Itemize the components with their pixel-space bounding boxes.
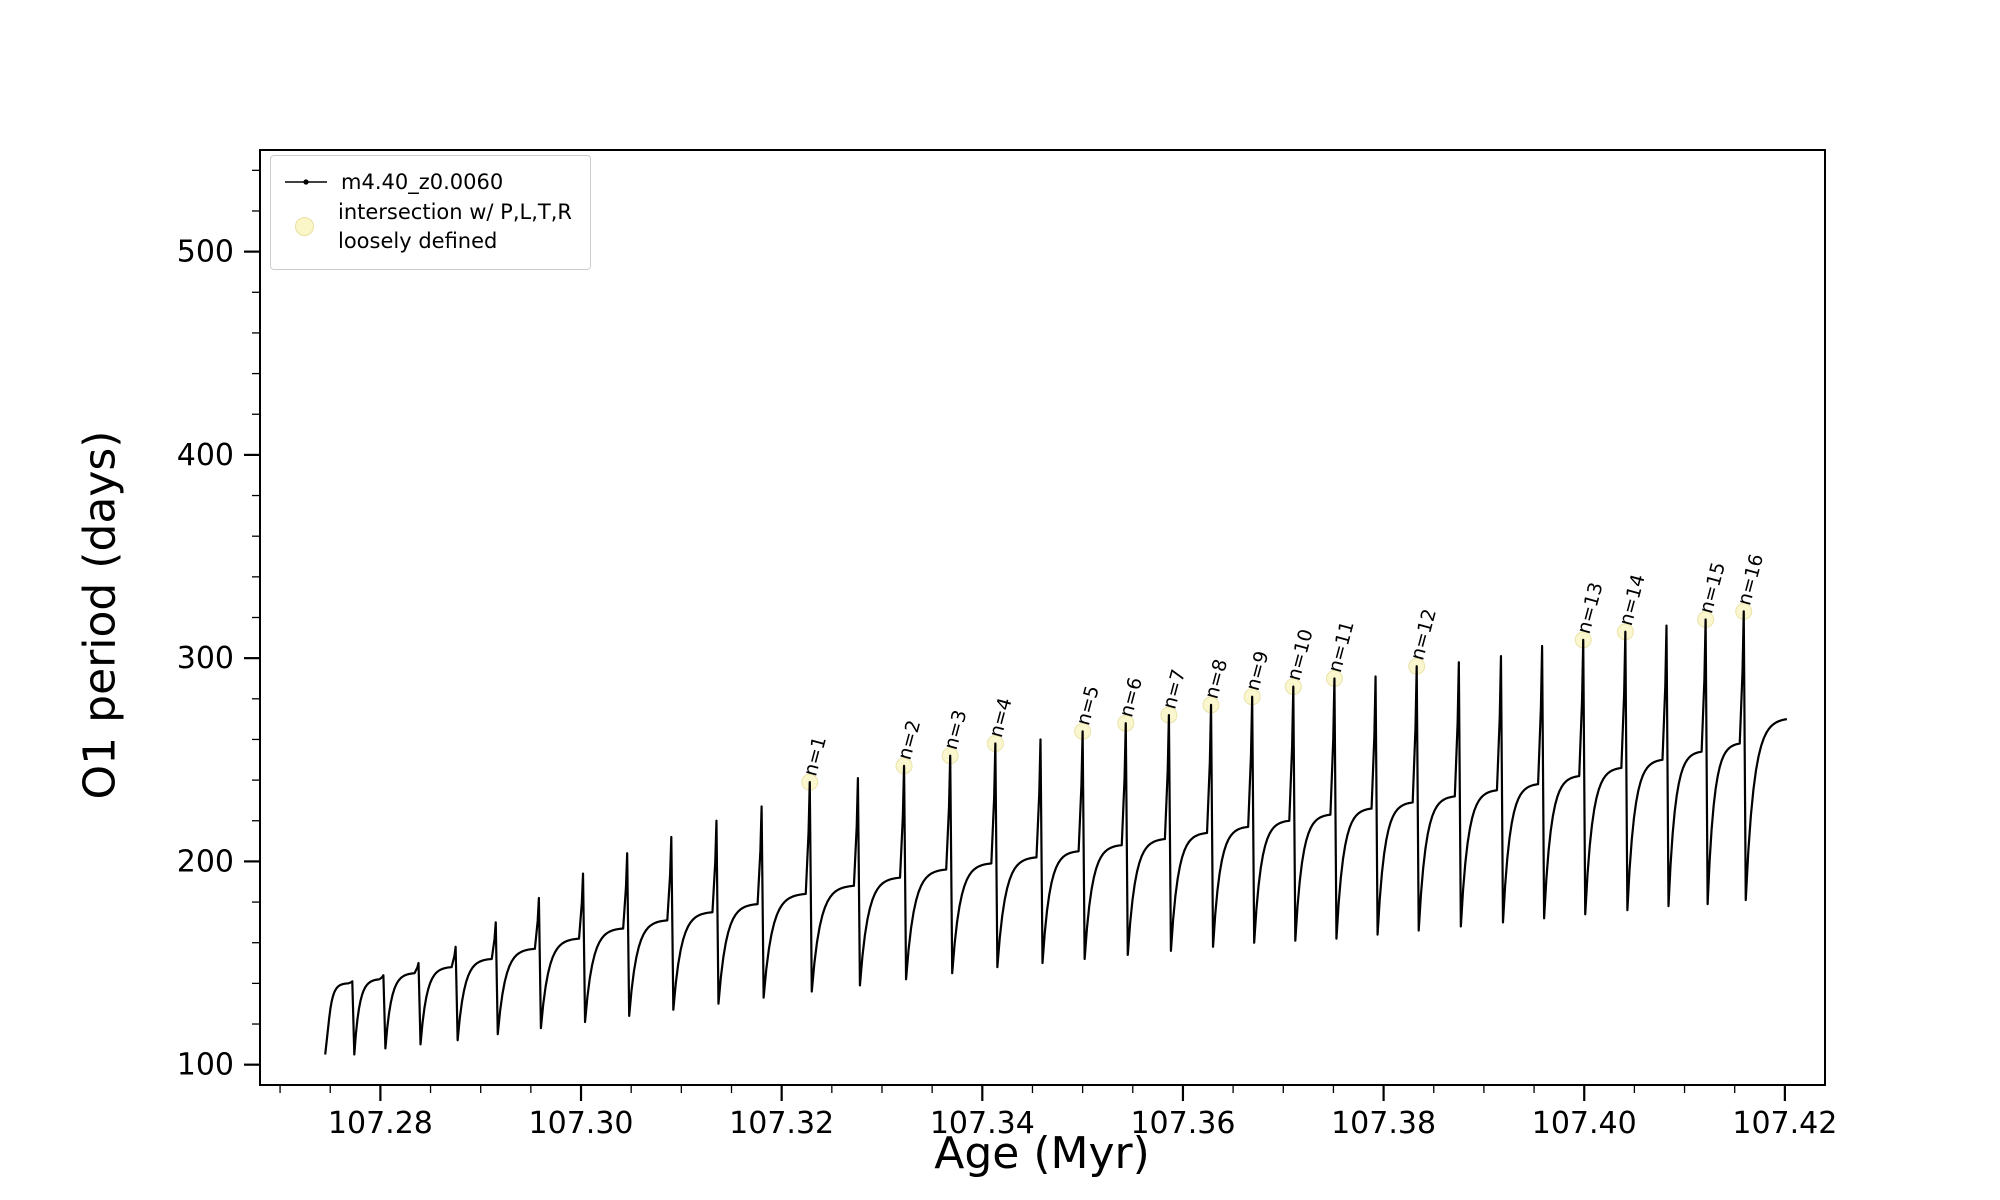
pulse-label: n=2 xyxy=(894,718,926,762)
pulse-label: n=9 xyxy=(1242,649,1274,693)
pulse-label: n=6 xyxy=(1115,675,1147,719)
legend-series-label: m4.40_z0.0060 xyxy=(341,170,504,194)
x-tick-label: 107.42 xyxy=(1732,1106,1837,1141)
line-dot-marker-icon xyxy=(285,179,327,185)
y-tick-label: 100 xyxy=(177,1048,234,1083)
y-axis-title: O1 period (days) xyxy=(74,430,126,800)
pulse-label: n=11 xyxy=(1324,619,1359,675)
y-axis-ticks xyxy=(244,169,260,1066)
legend-entry-series: m4.40_z0.0060 xyxy=(283,168,572,196)
y-tick-label: 400 xyxy=(177,438,234,473)
legend-intersection-label: intersection w/ P,L,T,R loosely defined xyxy=(338,200,572,253)
pulse-label: n=7 xyxy=(1158,667,1190,711)
y-tick-label: 500 xyxy=(177,235,234,270)
pulse-label: n=5 xyxy=(1072,683,1104,727)
x-tick-label: 107.40 xyxy=(1532,1106,1637,1141)
x-axis-tick-labels: 107.28 107.30 107.32 107.34 107.36 107.38 107.… xyxy=(328,1106,1837,1141)
legend: m4.40_z0.0060 intersection w/ P,L,T,R lo… xyxy=(270,155,591,271)
pulse-label: n=8 xyxy=(1201,657,1233,701)
x-tick-label: 107.30 xyxy=(529,1106,634,1141)
x-axis-ticks xyxy=(279,1085,1786,1101)
intersection-markers xyxy=(801,602,1753,791)
pulse-label: n=1 xyxy=(799,734,831,778)
x-tick-label: 107.36 xyxy=(1130,1106,1235,1141)
legend-entry-intersection: intersection w/ P,L,T,R loosely defined xyxy=(283,198,572,255)
series-line xyxy=(324,610,1788,1056)
y-tick-label: 200 xyxy=(177,844,234,879)
pulse-label: n=16 xyxy=(1733,552,1768,608)
pulse-label: n=12 xyxy=(1406,607,1441,663)
x-tick-label: 107.32 xyxy=(729,1106,834,1141)
pulse-label: n=15 xyxy=(1695,560,1730,616)
x-axis-title: Age (Myr) xyxy=(934,1128,1150,1179)
x-tick-label: 107.38 xyxy=(1331,1106,1436,1141)
x-tick-label: 107.34 xyxy=(930,1106,1035,1141)
y-tick-label: 300 xyxy=(177,641,234,676)
pulse-label: n=14 xyxy=(1615,572,1650,628)
pulse-label: n=10 xyxy=(1283,627,1318,683)
intersection-marker-icon xyxy=(295,217,314,237)
pulse-label: n=4 xyxy=(985,695,1017,739)
pulse-label: n=3 xyxy=(940,708,972,752)
y-axis-tick-labels: 100 200 300 400 500 xyxy=(177,235,234,1083)
x-tick-label: 107.28 xyxy=(328,1106,433,1141)
pulse-label: n=13 xyxy=(1573,580,1608,636)
